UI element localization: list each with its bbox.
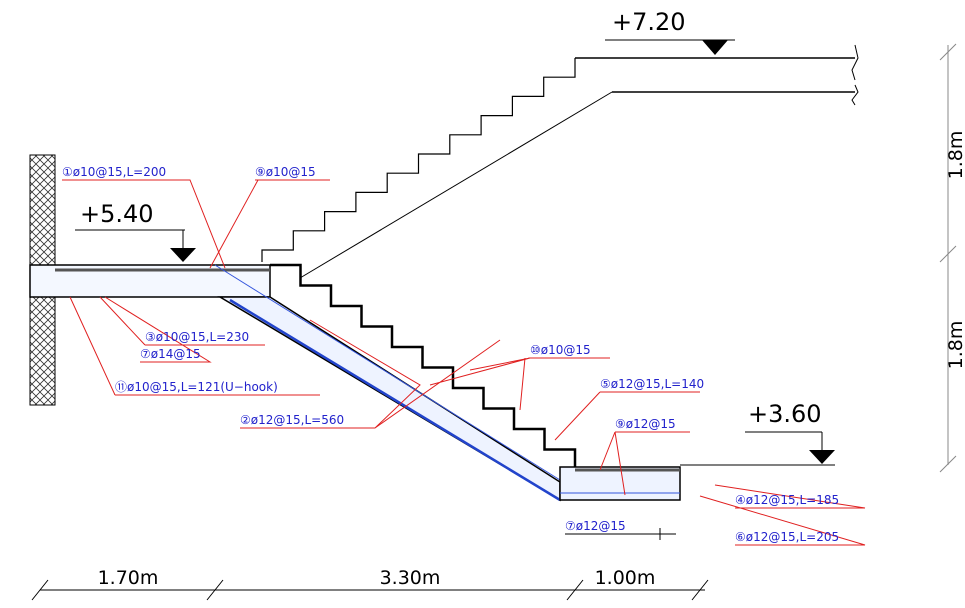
- elevation: +3.60: [748, 400, 822, 428]
- height-dim: 1.8m: [945, 321, 965, 370]
- stair-section: +7.20 +5.40 +3.60 1.8m 1.8m 1.70m 3.30m …: [0, 0, 965, 608]
- rebar-label: ②ø12@15,L=560: [240, 413, 344, 427]
- rebar-label: ①ø10@15,L=200: [62, 165, 166, 179]
- rebar-line: [215, 265, 560, 480]
- rebar-label: ⑥ø12@15,L=205: [735, 530, 839, 544]
- rebar-label: ⑤ø12@15,L=140: [600, 377, 704, 391]
- rebar-label: ⑨ø12@15: [615, 417, 676, 431]
- upper-soffit: [300, 92, 612, 278]
- elev-marker: [809, 450, 835, 464]
- leader: [62, 180, 865, 545]
- rebar-label: ④ø12@15,L=185: [735, 493, 839, 507]
- rebar-label: ⑨ø10@15: [255, 165, 316, 179]
- upper-steps: [262, 58, 575, 262]
- rebar-line: [230, 300, 560, 500]
- rebar-label: ⑩ø10@15: [530, 343, 591, 357]
- width-dim: 1.70m: [98, 567, 159, 589]
- elevation: +5.40: [80, 200, 154, 228]
- elev-marker: [702, 40, 728, 55]
- elevation: +7.20: [612, 8, 686, 36]
- height-dim: 1.8m: [945, 131, 965, 180]
- elev-marker: [170, 248, 196, 262]
- symbol: [656, 528, 676, 540]
- rebar-label: ⑦ø12@15: [565, 519, 626, 533]
- break-mark: [852, 45, 858, 105]
- rebar-label: ⑪ø10@15,L=121(U−hook): [115, 380, 278, 394]
- width-dim: 3.30m: [380, 567, 441, 589]
- rebar-label: ⑦ø14@15: [140, 347, 201, 361]
- width-dim: 1.00m: [595, 567, 656, 589]
- landing-slab: [560, 467, 680, 500]
- rebar-label: ③ø10@15,L=230: [145, 330, 249, 344]
